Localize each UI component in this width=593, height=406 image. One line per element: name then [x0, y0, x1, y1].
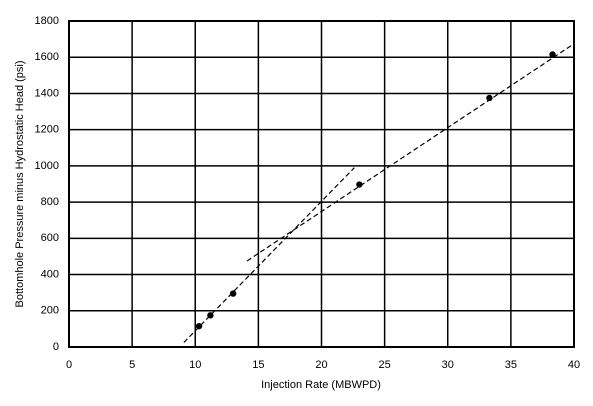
x-tick-label: 40: [568, 359, 580, 371]
y-tick-label: 0: [53, 341, 59, 353]
y-tick-label: 1400: [35, 87, 59, 99]
y-tick-label: 1200: [35, 124, 59, 136]
x-axis-label: Injection Rate (MBWPD): [261, 379, 381, 391]
data-point: [356, 181, 363, 188]
y-tick-label: 800: [41, 196, 59, 208]
fit-line: [183, 167, 355, 343]
x-tick-label: 10: [189, 359, 201, 371]
data-point: [229, 290, 237, 297]
x-tick-label: 25: [379, 359, 391, 371]
y-tick-label: 1800: [35, 15, 59, 27]
x-tick-label: 35: [505, 359, 517, 371]
y-tick-label: 600: [41, 232, 59, 244]
x-tick-label: 30: [442, 359, 454, 371]
y-axis-label: Bottomhole Pressure minus Hydrostatic He…: [14, 61, 26, 308]
x-tick-label: 20: [315, 359, 327, 371]
plot-frame: [68, 20, 575, 348]
fit-line: [246, 44, 572, 262]
x-tick-label: 0: [66, 359, 72, 371]
data-point: [549, 51, 556, 58]
y-tick-label: 1600: [35, 51, 59, 63]
y-tick-label: 1000: [35, 160, 59, 172]
x-tick-label: 15: [252, 359, 264, 371]
y-tick-label: 400: [41, 268, 59, 280]
x-tick-label: 5: [129, 359, 135, 371]
y-tick-label: 200: [41, 305, 59, 317]
